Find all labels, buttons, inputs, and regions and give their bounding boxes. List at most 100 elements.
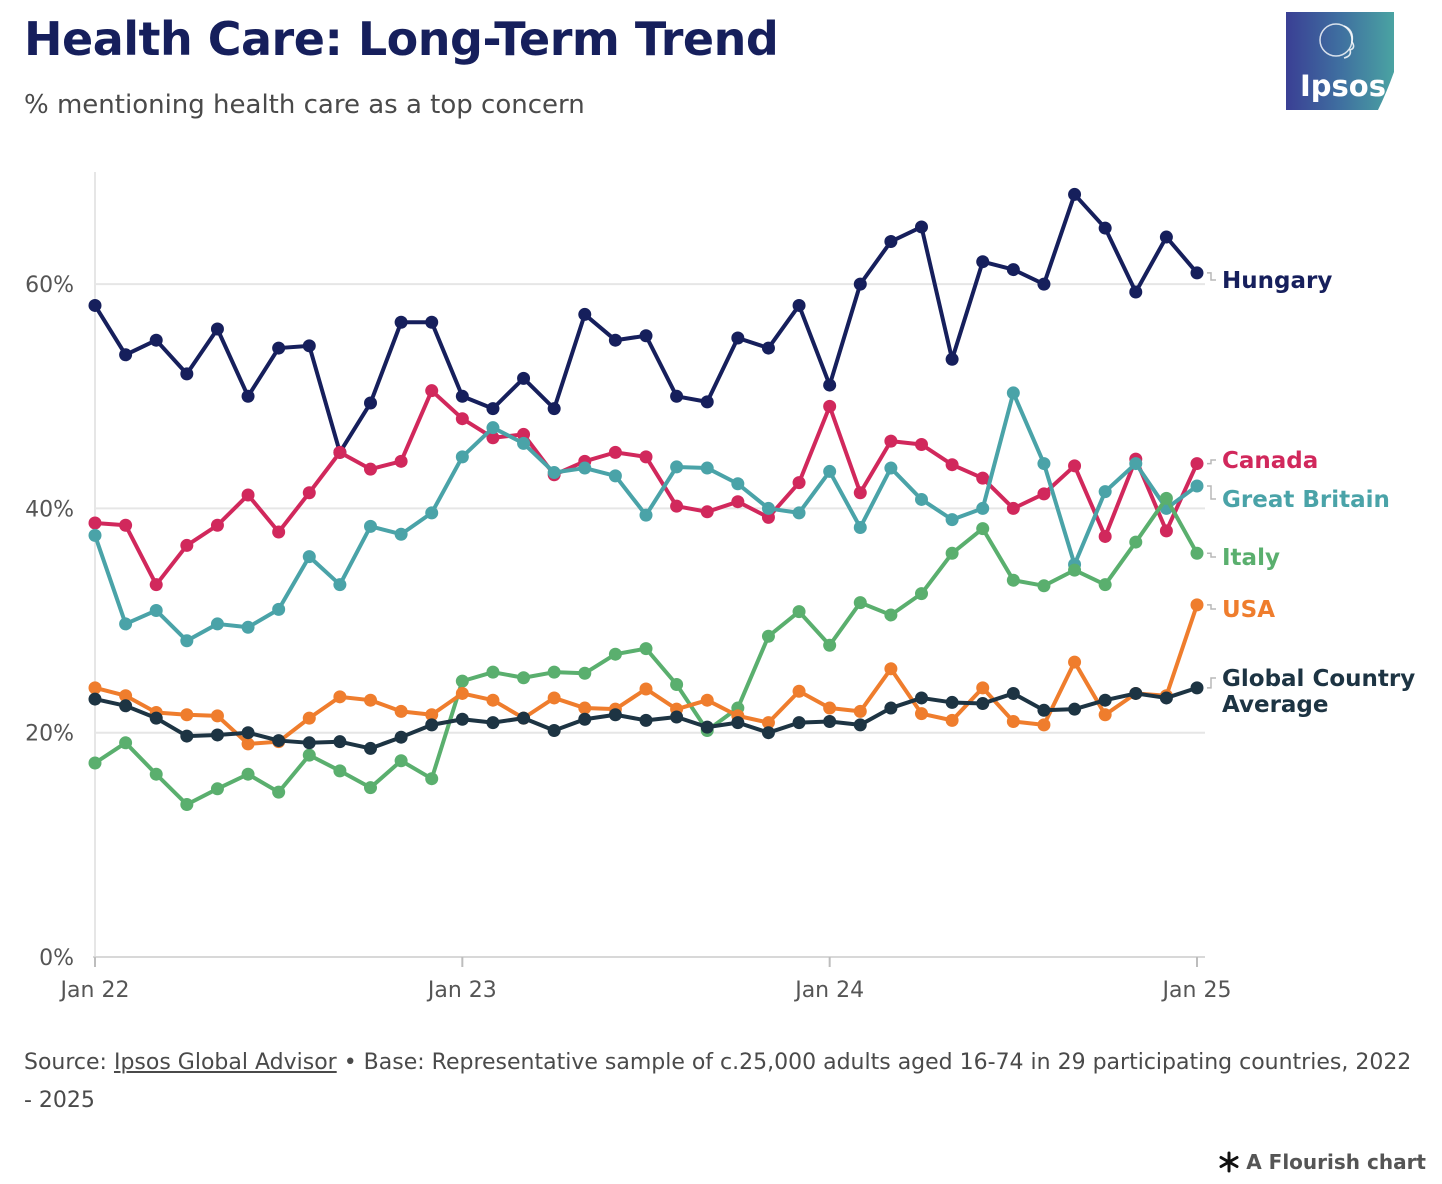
data-point[interactable] [455,389,469,403]
data-point[interactable] [272,341,286,355]
data-point[interactable] [915,492,928,506]
data-point[interactable] [1037,703,1051,717]
data-point[interactable] [119,736,133,750]
data-point[interactable] [1190,546,1204,560]
data-point[interactable] [976,681,990,695]
data-point[interactable] [517,427,531,441]
data-point[interactable] [88,298,102,312]
data-point[interactable] [547,466,561,480]
data-point[interactable] [88,516,102,530]
data-point[interactable] [670,460,684,474]
data-point[interactable] [1006,501,1020,515]
data-point[interactable] [945,352,959,366]
data-point[interactable] [823,378,837,392]
data-point[interactable] [241,620,255,634]
series-great-britain[interactable] [88,386,1204,648]
data-point[interactable] [915,587,928,601]
ipsos-logo[interactable]: Ipsos [1286,12,1394,110]
data-point[interactable] [180,538,194,552]
series-canada[interactable] [88,384,1204,592]
data-point[interactable] [425,315,439,329]
data-point[interactable] [333,690,347,704]
data-point[interactable] [761,716,775,730]
data-point[interactable] [1098,693,1112,707]
data-point[interactable] [394,454,408,468]
data-point[interactable] [364,519,377,533]
data-point[interactable] [88,528,102,542]
data-point[interactable] [915,220,928,234]
data-point[interactable] [1068,459,1082,473]
data-point[interactable] [180,708,194,722]
data-point[interactable] [884,662,898,676]
data-point[interactable] [1190,479,1204,493]
data-point[interactable] [547,691,561,705]
data-point[interactable] [119,699,133,713]
data-point[interactable] [180,367,194,381]
data-point[interactable] [210,322,224,336]
data-point[interactable] [272,525,286,539]
data-point[interactable] [1098,485,1112,499]
data-point[interactable] [119,617,133,631]
data-point[interactable] [1006,715,1020,728]
data-point[interactable] [364,741,377,755]
data-point[interactable] [302,550,316,564]
data-point[interactable] [823,464,837,478]
data-point[interactable] [241,726,255,740]
data-point[interactable] [394,730,408,744]
data-point[interactable] [241,488,255,502]
data-point[interactable] [578,712,592,726]
data-point[interactable] [119,518,133,532]
data-point[interactable] [884,608,898,622]
data-point[interactable] [1006,686,1020,700]
data-point[interactable] [945,713,959,727]
data-point[interactable] [517,671,531,685]
data-point[interactable] [1190,457,1204,471]
data-point[interactable] [364,781,377,795]
data-point[interactable] [578,666,592,680]
data-point[interactable] [823,638,837,652]
data-point[interactable] [792,298,806,312]
data-point[interactable] [731,477,745,491]
data-point[interactable] [884,461,898,475]
data-point[interactable] [394,527,408,541]
data-point[interactable] [210,782,224,796]
data-point[interactable] [700,720,714,734]
data-point[interactable] [517,371,531,385]
data-point[interactable] [1129,285,1143,299]
data-point[interactable] [333,735,347,749]
data-point[interactable] [1129,457,1143,471]
data-point[interactable] [1129,686,1143,700]
data-point[interactable] [792,605,806,619]
data-point[interactable] [88,756,102,770]
data-point[interactable] [425,506,439,520]
data-point[interactable] [1159,524,1173,538]
data-point[interactable] [761,629,775,643]
data-point[interactable] [302,711,316,725]
data-point[interactable] [486,716,500,730]
data-point[interactable] [180,634,194,648]
data-point[interactable] [1037,487,1051,501]
data-point[interactable] [761,501,775,515]
data-point[interactable] [884,701,898,715]
data-point[interactable] [608,647,622,661]
data-point[interactable] [486,421,500,435]
data-point[interactable] [639,682,653,696]
series-hungary[interactable] [88,187,1204,459]
data-point[interactable] [1159,491,1173,505]
data-point[interactable] [731,495,745,509]
data-point[interactable] [364,462,377,476]
data-point[interactable] [1098,529,1112,543]
data-point[interactable] [976,522,990,536]
data-point[interactable] [180,797,194,811]
data-point[interactable] [915,438,928,452]
data-point[interactable] [1159,230,1173,244]
data-point[interactable] [302,486,316,500]
data-point[interactable] [425,708,439,722]
series-global-country-average[interactable] [88,681,1204,755]
data-point[interactable] [761,510,775,524]
data-point[interactable] [853,277,867,291]
data-point[interactable] [1068,563,1082,577]
data-point[interactable] [578,701,592,715]
data-point[interactable] [700,693,714,707]
data-point[interactable] [608,469,622,483]
